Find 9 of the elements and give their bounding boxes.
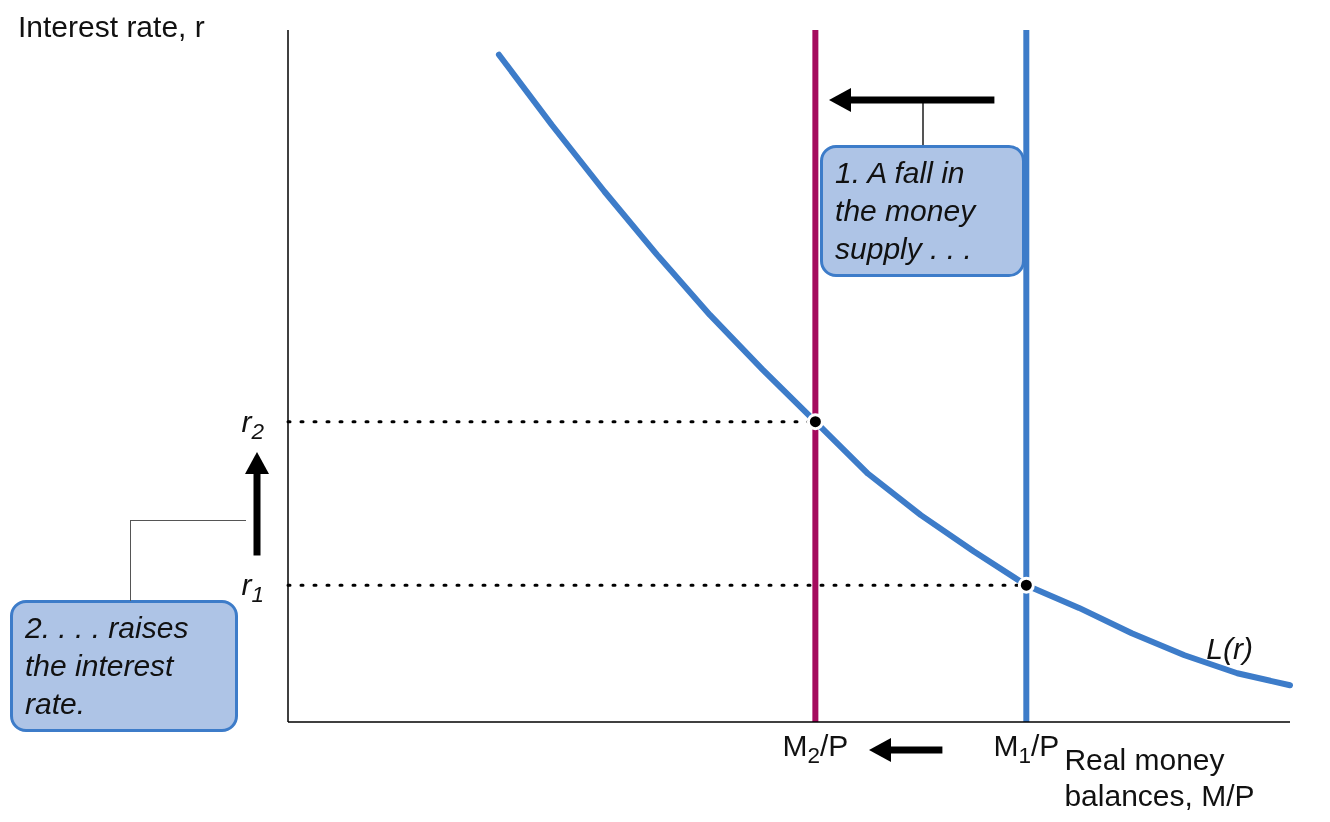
text: 2. . . . raises the interest rate. [10,600,238,733]
x-axis-title: Real money balances, M/P [1064,742,1256,814]
series-label: L(r) [1206,632,1253,666]
annotation: 1. A fall in the money supply . . . [820,145,1026,277]
series-label: r$_{2}$ [241,404,265,444]
series-label: r$_{1}$ [241,568,264,608]
x-tick-label: M$_{1}$/P [993,729,1060,768]
y-axis-title: Interest rate, r [18,10,205,44]
x-tick-label: M$_{2}$/P [782,729,849,768]
